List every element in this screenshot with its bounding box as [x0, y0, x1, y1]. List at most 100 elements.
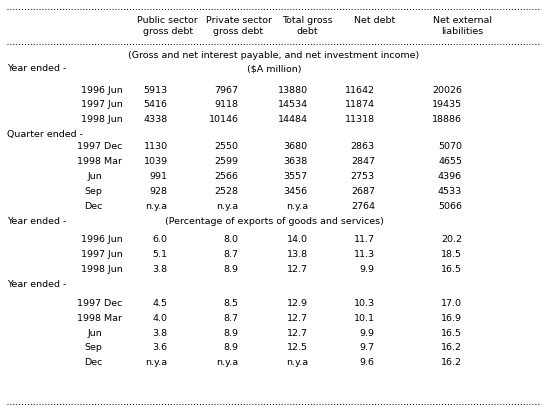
Text: 1997 Jun: 1997 Jun	[81, 250, 122, 259]
Text: 2847: 2847	[351, 157, 375, 166]
Text: Dec: Dec	[84, 202, 102, 211]
Text: 3680: 3680	[284, 142, 308, 151]
Text: 10146: 10146	[209, 115, 238, 124]
Text: (Gross and net interest payable, and net investment income): (Gross and net interest payable, and net…	[128, 52, 420, 60]
Text: 6.0: 6.0	[153, 235, 168, 244]
Text: 18.5: 18.5	[441, 250, 462, 259]
Text: 2764: 2764	[351, 202, 375, 211]
Text: Total gross
debt: Total gross debt	[282, 16, 333, 36]
Text: 20026: 20026	[432, 85, 462, 95]
Text: Dec: Dec	[84, 358, 102, 367]
Text: 5070: 5070	[438, 142, 462, 151]
Text: 3.8: 3.8	[152, 328, 168, 337]
Text: 991: 991	[150, 172, 168, 181]
Text: n.y.a: n.y.a	[286, 202, 308, 211]
Text: 16.2: 16.2	[441, 358, 462, 367]
Text: 12.7: 12.7	[287, 328, 308, 337]
Text: 17.0: 17.0	[441, 299, 462, 308]
Text: n.y.a: n.y.a	[216, 202, 238, 211]
Text: Public sector
gross debt: Public sector gross debt	[138, 16, 198, 36]
Text: 4.5: 4.5	[153, 299, 168, 308]
Text: Sep: Sep	[84, 343, 102, 352]
Text: 16.5: 16.5	[441, 328, 462, 337]
Text: 2566: 2566	[215, 172, 238, 181]
Text: 2687: 2687	[351, 187, 375, 196]
Text: 4655: 4655	[438, 157, 462, 166]
Text: 11.3: 11.3	[354, 250, 375, 259]
Text: 3456: 3456	[284, 187, 308, 196]
Text: 8.7: 8.7	[224, 250, 238, 259]
Text: Year ended -: Year ended -	[7, 64, 66, 73]
Text: 9.9: 9.9	[360, 328, 375, 337]
Text: 2528: 2528	[215, 187, 238, 196]
Text: 11874: 11874	[345, 100, 375, 109]
Text: 4338: 4338	[144, 115, 168, 124]
Text: 3638: 3638	[283, 157, 308, 166]
Text: 13880: 13880	[278, 85, 308, 95]
Text: Year ended -: Year ended -	[7, 280, 66, 289]
Text: 2863: 2863	[351, 142, 375, 151]
Text: 1130: 1130	[144, 142, 168, 151]
Text: 5066: 5066	[438, 202, 462, 211]
Text: Net debt: Net debt	[354, 16, 396, 25]
Text: Private sector
gross debt: Private sector gross debt	[206, 16, 272, 36]
Text: ($A million): ($A million)	[247, 64, 301, 73]
Text: n.y.a: n.y.a	[146, 202, 168, 211]
Text: 1996 Jun: 1996 Jun	[81, 235, 122, 244]
Text: 14534: 14534	[278, 100, 308, 109]
Text: Year ended -: Year ended -	[7, 216, 66, 225]
Text: 1998 Mar: 1998 Mar	[77, 157, 122, 166]
Text: 5913: 5913	[144, 85, 168, 95]
Text: 9118: 9118	[215, 100, 238, 109]
Text: 10.1: 10.1	[354, 314, 375, 323]
Text: 5.1: 5.1	[153, 250, 168, 259]
Text: 13.8: 13.8	[287, 250, 308, 259]
Text: 5416: 5416	[144, 100, 168, 109]
Text: 14.0: 14.0	[287, 235, 308, 244]
Text: 3.6: 3.6	[152, 343, 168, 352]
Text: 1998 Mar: 1998 Mar	[77, 314, 122, 323]
Text: 12.9: 12.9	[287, 299, 308, 308]
Text: 8.5: 8.5	[224, 299, 238, 308]
Text: 8.9: 8.9	[224, 328, 238, 337]
Text: Jun: Jun	[88, 328, 102, 337]
Text: Quarter ended -: Quarter ended -	[7, 130, 83, 139]
Text: 2599: 2599	[215, 157, 238, 166]
Text: Sep: Sep	[84, 187, 102, 196]
Text: 2550: 2550	[215, 142, 238, 151]
Text: 1998 Jun: 1998 Jun	[81, 115, 122, 124]
Text: 1039: 1039	[144, 157, 168, 166]
Text: 11318: 11318	[345, 115, 375, 124]
Text: 12.7: 12.7	[287, 265, 308, 274]
Text: Jun: Jun	[88, 172, 102, 181]
Text: Net external
liabilities: Net external liabilities	[432, 16, 492, 36]
Text: 928: 928	[150, 187, 168, 196]
Text: n.y.a: n.y.a	[286, 358, 308, 367]
Text: 1998 Jun: 1998 Jun	[81, 265, 122, 274]
Text: 9.9: 9.9	[360, 265, 375, 274]
Text: 12.7: 12.7	[287, 314, 308, 323]
Text: 1996 Jun: 1996 Jun	[81, 85, 122, 95]
Text: 12.5: 12.5	[287, 343, 308, 352]
Text: 1997 Dec: 1997 Dec	[77, 299, 122, 308]
Text: (Percentage of exports of goods and services): (Percentage of exports of goods and serv…	[164, 216, 384, 225]
Text: 7967: 7967	[215, 85, 238, 95]
Text: 4.0: 4.0	[153, 314, 168, 323]
Text: 8.9: 8.9	[224, 343, 238, 352]
Text: 16.5: 16.5	[441, 265, 462, 274]
Text: 8.9: 8.9	[224, 265, 238, 274]
Text: 20.2: 20.2	[441, 235, 462, 244]
Text: 3557: 3557	[284, 172, 308, 181]
Text: 18886: 18886	[432, 115, 462, 124]
Text: 1997 Jun: 1997 Jun	[81, 100, 122, 109]
Text: 19435: 19435	[432, 100, 462, 109]
Text: 14484: 14484	[278, 115, 308, 124]
Text: 9.7: 9.7	[360, 343, 375, 352]
Text: n.y.a: n.y.a	[146, 358, 168, 367]
Text: 16.9: 16.9	[441, 314, 462, 323]
Text: n.y.a: n.y.a	[216, 358, 238, 367]
Text: 4396: 4396	[438, 172, 462, 181]
Text: 3.8: 3.8	[152, 265, 168, 274]
Text: 1997 Dec: 1997 Dec	[77, 142, 122, 151]
Text: 10.3: 10.3	[354, 299, 375, 308]
